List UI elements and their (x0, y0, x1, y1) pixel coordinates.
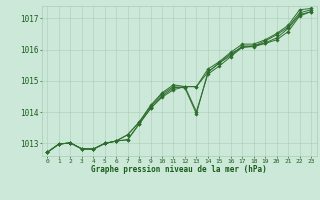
X-axis label: Graphe pression niveau de la mer (hPa): Graphe pression niveau de la mer (hPa) (91, 165, 267, 174)
